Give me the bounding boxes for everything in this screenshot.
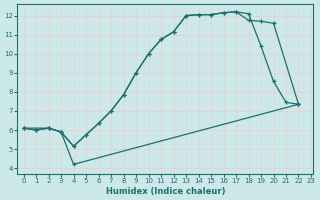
X-axis label: Humidex (Indice chaleur): Humidex (Indice chaleur) bbox=[106, 187, 225, 196]
